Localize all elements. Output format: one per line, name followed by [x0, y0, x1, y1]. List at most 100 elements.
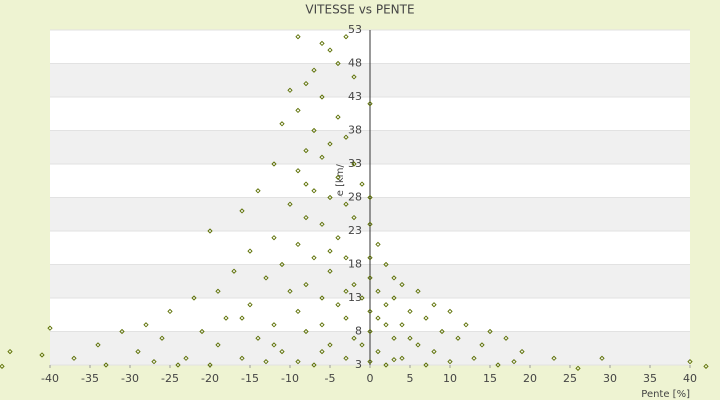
point: [367, 255, 373, 261]
point: [319, 94, 325, 100]
point: [303, 214, 309, 221]
point: [143, 322, 149, 328]
point: [375, 241, 381, 248]
point: [279, 261, 285, 268]
point: [95, 342, 101, 348]
point: [367, 101, 373, 107]
point: [335, 235, 341, 241]
point: [511, 359, 517, 365]
point: [335, 302, 341, 308]
point: [439, 328, 445, 335]
point: [343, 315, 349, 321]
x-tick-label: 30: [603, 372, 617, 385]
point: [367, 221, 373, 227]
point: [343, 255, 349, 261]
y-tick-label: 38: [348, 124, 362, 137]
point: [343, 288, 349, 294]
point: [271, 342, 277, 348]
y-tick-label: 18: [348, 258, 362, 271]
point: [319, 348, 325, 355]
point: [215, 342, 221, 348]
point: [423, 362, 429, 368]
x-tick-label: 0: [367, 372, 374, 385]
point: [367, 359, 373, 365]
point: [167, 308, 173, 315]
point: [479, 342, 485, 348]
point: [311, 67, 317, 73]
point: [303, 281, 309, 288]
point: [519, 348, 525, 355]
y-tick-label: 28: [348, 191, 362, 204]
x-tick-label: 40: [683, 372, 697, 385]
point: [359, 181, 365, 187]
point: [303, 147, 309, 154]
point: [327, 248, 333, 254]
point: [415, 288, 421, 294]
point: [463, 322, 469, 328]
point: [7, 348, 13, 355]
point: [327, 194, 333, 201]
point: [0, 363, 5, 369]
point: [447, 308, 453, 315]
point: [295, 308, 301, 315]
point: [351, 74, 357, 80]
point: [351, 214, 357, 221]
point: [263, 359, 269, 365]
y-tick-label: 48: [348, 57, 362, 70]
x-tick-label: 5: [407, 372, 414, 385]
point: [359, 295, 365, 301]
point: [311, 255, 317, 261]
point: [279, 348, 285, 355]
y-tick-label: 13: [348, 291, 362, 304]
point: [183, 355, 189, 361]
point: [375, 348, 381, 355]
point: [287, 87, 293, 93]
x-tick-label: 25: [563, 372, 577, 385]
point: [399, 322, 405, 328]
point: [271, 235, 277, 241]
point: [311, 127, 317, 134]
point: [319, 295, 325, 301]
point: [351, 335, 357, 341]
point: [343, 201, 349, 207]
point: [159, 335, 165, 341]
point: [191, 295, 197, 301]
point: [351, 161, 357, 167]
point: [295, 107, 301, 114]
point: [391, 295, 397, 301]
point: [551, 355, 557, 361]
point: [247, 302, 253, 308]
point: [335, 114, 341, 120]
x-tick-label: -30: [121, 372, 139, 385]
point: [471, 355, 477, 361]
point: [487, 328, 493, 335]
point: [407, 308, 413, 315]
point: [311, 188, 317, 194]
point: [383, 322, 389, 328]
x-tick-label: 15: [483, 372, 497, 385]
point: [375, 315, 381, 321]
point: [255, 335, 261, 341]
point: [431, 348, 437, 355]
point: [327, 342, 333, 348]
y-tick-label: 8: [355, 325, 362, 338]
point: [351, 281, 357, 288]
point: [383, 261, 389, 268]
point: [231, 268, 237, 274]
point: [495, 362, 501, 368]
y-tick-label: 3: [355, 358, 362, 371]
point: [391, 335, 397, 341]
point: [175, 362, 181, 368]
point: [383, 362, 389, 368]
point: [319, 40, 325, 47]
point: [319, 322, 325, 328]
x-tick-label: -10: [281, 372, 299, 385]
point: [255, 188, 261, 194]
y-tick-label: 53: [348, 23, 362, 36]
x-axis-label: Pente [%]: [641, 389, 690, 400]
point: [359, 342, 365, 348]
point: [239, 315, 245, 321]
point: [703, 363, 709, 369]
point: [311, 362, 317, 368]
x-tick-label: -20: [201, 372, 219, 385]
